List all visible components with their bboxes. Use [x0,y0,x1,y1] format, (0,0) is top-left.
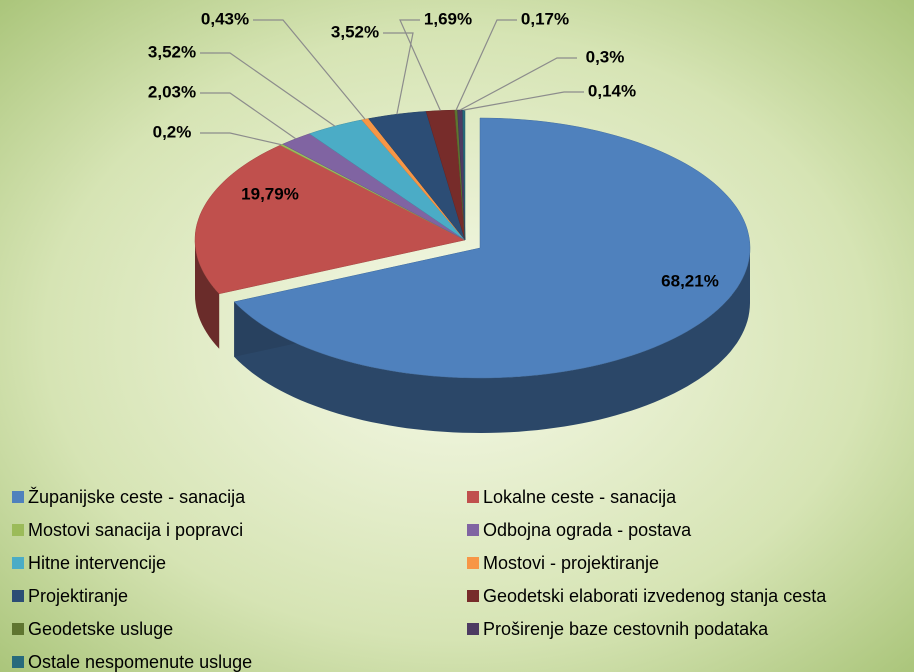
legend-swatch [12,524,24,536]
slice [462,109,466,241]
data-label: 3,52% [148,42,196,61]
legend-swatch [467,590,479,602]
data-label: 0,14% [588,81,636,100]
slice-side [195,240,220,349]
leader-line [200,132,282,146]
leader-line [399,19,441,111]
leader-line [200,52,336,127]
leader-line [455,19,517,111]
legend-swatch [467,524,479,536]
data-label: 0,2% [153,122,192,141]
legend-swatch [12,590,24,602]
legend-swatch [12,491,24,503]
legend-label: Mostovi - projektiranje [483,553,659,573]
legend-label: Hitne intervencije [28,553,166,573]
slice [233,117,751,379]
legend-swatch [12,557,24,569]
legend-label: Ostale nespomenute usluge [28,652,252,672]
data-label: 3,52% [331,22,379,41]
data-label: 1,69% [424,9,472,28]
legend-swatch [467,557,479,569]
slice [194,144,466,295]
slice-side [234,248,750,433]
data-label: 19,79% [241,184,299,203]
legend-label: Lokalne ceste - sanacija [483,487,677,507]
leader-line [200,92,297,140]
leader-line [463,91,584,111]
legend-swatch [467,623,479,635]
data-label: 0,3% [586,47,625,66]
legend-swatch [467,491,479,503]
leader-line [253,19,366,120]
legend-label: Projektiranje [28,586,128,606]
slice [308,119,466,241]
data-label: 68,21% [661,271,719,290]
leader-line [459,57,577,111]
legend-label: Proširenje baze cestovnih podataka [483,619,769,639]
legend-label: Županijske ceste - sanacija [28,487,246,507]
legend-swatch [12,656,24,668]
data-label: 0,43% [201,9,249,28]
data-label: 2,03% [148,82,196,101]
legend-label: Odbojna ograda - postava [483,520,692,540]
leader-line [383,32,414,115]
data-label: 0,17% [521,9,569,28]
legend-label: Geodetske usluge [28,619,173,639]
legend-label: Geodetski elaborati izvedenog stanja ces… [483,586,827,606]
legend-label: Mostovi sanacija i popravci [28,520,243,540]
legend-swatch [12,623,24,635]
